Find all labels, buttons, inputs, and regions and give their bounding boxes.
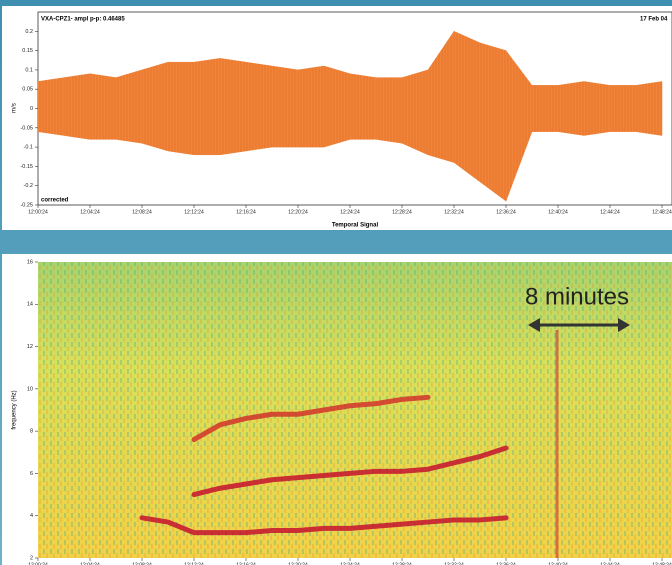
signal-texture [90, 74, 116, 140]
signal-texture [142, 62, 168, 151]
y-tick-label: 0.05 [22, 87, 33, 93]
y-tick-label: 4 [30, 513, 33, 519]
signal-texture [402, 70, 428, 155]
signal-texture [298, 66, 324, 147]
y-axis-label: frequency (Hz) [12, 390, 18, 429]
signal-texture [584, 81, 610, 135]
x-tick-label: 12:08:24 [132, 209, 152, 215]
x-tick-label: 12:48:24 [652, 209, 672, 215]
y-tick-label: 14 [27, 302, 33, 308]
y-tick-label: -0.1 [24, 145, 33, 151]
signal-texture [116, 70, 142, 143]
annotation: 8 minutes [525, 283, 629, 310]
y-tick-label: -0.2 [24, 183, 33, 189]
signal-texture [610, 85, 636, 131]
signal-texture [194, 58, 220, 155]
y-tick-label: 16 [27, 259, 33, 265]
y-tick-label: -0.15 [20, 164, 33, 170]
y-tick-label: 0.2 [25, 29, 33, 35]
x-tick-label: 12:12:24 [184, 209, 204, 215]
figure: 0.20.150.10.050-0.05-0.1-0.15-0.2-0.2512… [0, 0, 672, 565]
y-tick-label: 6 [30, 471, 33, 477]
y-tick-label: -0.05 [20, 125, 33, 131]
signal-texture [324, 66, 350, 147]
y-tick-label: 2 [30, 555, 33, 561]
y-tick-label: 12 [27, 344, 33, 350]
x-tick-label: 12:44:24 [600, 209, 620, 215]
signal-texture [272, 66, 298, 147]
x-tick-label: 12:36:24 [496, 209, 516, 215]
x-axis-label: Temporal Signal [332, 223, 379, 229]
x-tick-label: 12:16:24 [236, 209, 256, 215]
x-tick-label: 12:24:24 [340, 209, 360, 215]
signal-texture [350, 74, 376, 140]
x-tick-label: 12:00:24 [28, 209, 48, 215]
date: 17 Feb 04 [640, 17, 668, 23]
signal-texture [64, 74, 90, 140]
annotation: corrected [41, 198, 69, 204]
signal-texture [38, 78, 64, 136]
signal-texture [168, 62, 194, 155]
y-axis-label: m/s [12, 103, 18, 113]
y-tick-label: -0.25 [20, 202, 33, 208]
x-tick-label: 12:32:24 [444, 209, 464, 215]
signal-title: VXA-CPZ1- ampl p-p: 0.46485 [41, 17, 125, 23]
x-tick-label: 12:40:24 [548, 209, 568, 215]
y-tick-label: 0 [30, 106, 33, 112]
page: 0.20.150.10.050-0.05-0.1-0.15-0.2-0.2512… [0, 0, 672, 565]
x-tick-label: 12:04:24 [80, 209, 100, 215]
signal-texture [246, 62, 272, 151]
y-tick-label: 10 [27, 386, 33, 392]
x-tick-label: 12:28:24 [392, 209, 412, 215]
signal-texture [532, 85, 558, 131]
signal-texture [636, 81, 662, 135]
y-tick-label: 0.1 [25, 67, 33, 73]
signal-texture [558, 81, 584, 135]
signal-texture [220, 58, 246, 155]
y-tick-label: 0.15 [22, 48, 33, 54]
y-tick-label: 8 [30, 429, 33, 435]
signal-texture [454, 31, 480, 182]
x-tick-label: 12:20:24 [288, 209, 308, 215]
signal-texture [376, 78, 402, 144]
signal-texture [480, 43, 506, 201]
